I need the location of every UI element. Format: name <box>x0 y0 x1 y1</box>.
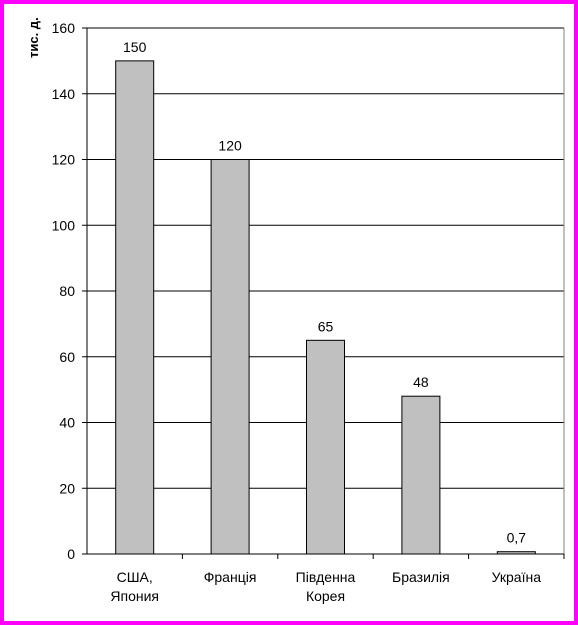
x-tick-label: Бразилія <box>392 569 450 585</box>
y-tick-label: 80 <box>59 283 75 299</box>
bar <box>210 159 250 555</box>
y-axis-title: тис. д. <box>26 17 41 58</box>
y-tick-label: 140 <box>52 86 76 102</box>
bar <box>306 339 345 555</box>
y-tick-label: 160 <box>52 20 76 36</box>
x-tick-label: Україна <box>492 569 542 585</box>
bar <box>115 60 155 555</box>
y-tick-label: 40 <box>59 415 75 431</box>
bars <box>115 60 536 555</box>
y-tick-label: 0 <box>67 546 75 562</box>
data-label: 0,7 <box>507 530 527 546</box>
y-tick-label: 60 <box>59 349 75 365</box>
axes <box>82 27 565 559</box>
y-tick-label: 20 <box>59 480 75 496</box>
x-tick-label: Франція <box>204 569 257 585</box>
y-tick-label: 100 <box>52 217 76 233</box>
bar <box>401 395 441 555</box>
data-label: 150 <box>123 39 147 55</box>
x-tick-label: Південна Корея <box>296 569 356 604</box>
data-label: 48 <box>413 374 429 390</box>
data-label: 120 <box>218 138 242 154</box>
x-tick-label: США, Япония <box>110 569 159 604</box>
gridlines <box>87 27 564 489</box>
labels: 0 20 40 60 80 100 120 140 160 150 США, Япония 120 Фра… <box>52 20 542 604</box>
data-label: 65 <box>318 318 334 334</box>
y-tick-label: 120 <box>52 152 76 168</box>
